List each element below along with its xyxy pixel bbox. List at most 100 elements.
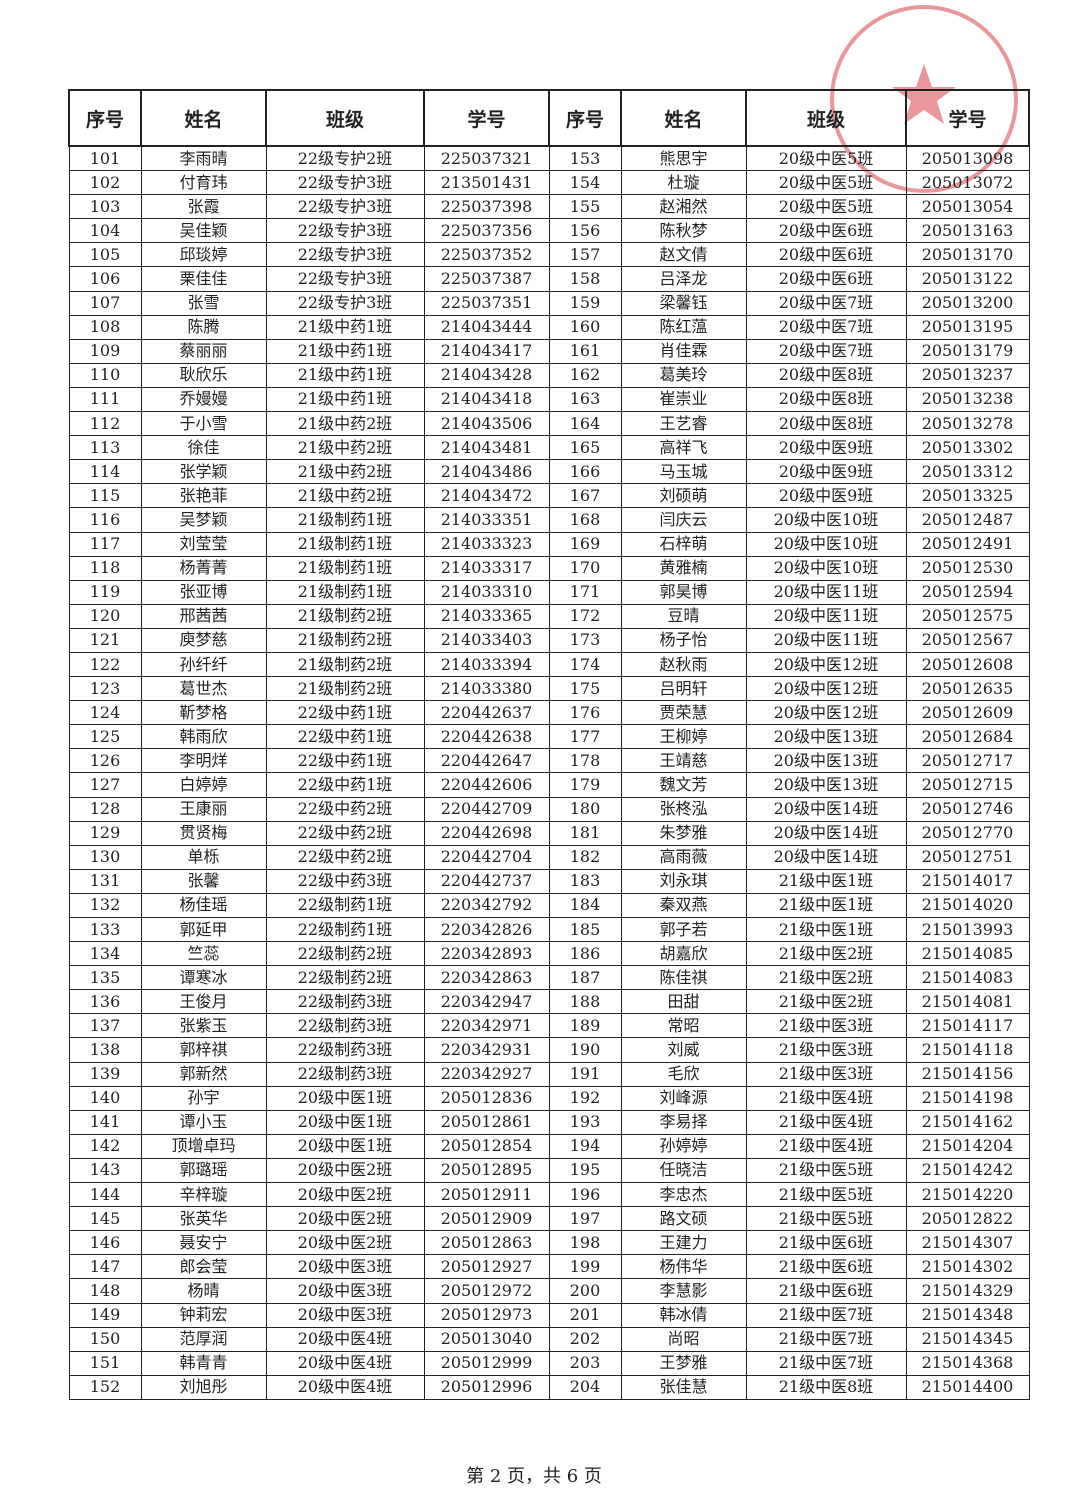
cell-index: 144 [68,1182,142,1208]
cell-student-id: 215014083 [905,965,1030,991]
table-row: 150 范厚润 20级中医4班 205013040 202 尚昭 21级中医7班 215014… [68,1326,1030,1352]
cell-index: 168 [548,507,622,533]
header-name: 姓名 [140,89,267,147]
table-row: 106 栗佳佳 22级专护3班 225037387 158 吕泽龙 20级中医6班 20501… [68,266,1030,292]
table-row: 123 葛世杰 21级制药2班 214033380 175 吕明轩 20级中医12班 2050… [68,676,1030,702]
cell-student-id: 215014242 [905,1157,1030,1184]
cell-name: 张佳慧 [620,1374,747,1400]
cell-name: 高祥飞 [620,435,747,461]
cell-class: 20级中医3班 [265,1302,425,1328]
cell-class: 22级制药3班 [265,989,425,1015]
cell-student-id: 220442737 [423,868,550,894]
cell-index: 139 [68,1061,142,1087]
cell-student-id: 205013238 [905,386,1030,413]
cell-name: 乔嫚嫚 [140,386,267,413]
cell-class: 22级中药2班 [265,796,425,822]
cell-class: 22级中药2班 [265,844,425,870]
cell-class: 20级中医5班 [745,194,907,220]
cell-class: 21级中医7班 [745,1302,907,1328]
cell-name: 杨子怡 [620,627,747,653]
cell-index: 169 [548,531,622,557]
table-row: 151 韩青青 20级中医4班 205012999 203 王梦雅 21级中医7班 21501… [68,1350,1030,1376]
cell-name: 熊思宇 [620,145,747,172]
cell-class: 20级中医6班 [745,242,907,268]
cell-name: 梁馨钰 [620,290,747,316]
cell-name: 田甜 [620,989,747,1015]
cell-name: 单栎 [140,844,267,870]
cell-name: 张亚博 [140,579,267,605]
cell-class: 20级中医5班 [745,145,907,172]
cell-index: 149 [68,1302,142,1328]
cell-index: 134 [68,941,142,967]
cell-index: 201 [548,1302,622,1328]
cell-name: 李忠杰 [620,1182,747,1208]
cell-name: 刘莹莹 [140,531,267,557]
cell-index: 140 [68,1085,142,1111]
table-row: 113 徐佳 21级中药2班 214043481 165 高祥飞 20级中医9班 205013… [68,435,1030,461]
cell-name: 陈佳祺 [620,965,747,991]
cell-index: 154 [548,170,622,196]
cell-index: 105 [68,242,142,268]
cell-index: 148 [68,1278,142,1304]
table-row: 143 郭璐瑶 20级中医2班 205012895 195 任晓洁 21级中医5班 21501… [68,1157,1030,1184]
cell-student-id: 213501431 [423,170,550,196]
table-row: 129 贯贤梅 22级中药2班 220442698 181 朱梦雅 20级中医14班 2050… [68,820,1030,846]
cell-name: 顶增卓玛 [140,1133,267,1159]
cell-student-id: 225037387 [423,266,550,292]
cell-index: 117 [68,531,142,557]
table-row: 146 聂安宁 20级中医2班 205012863 198 王建力 21级中医6班 21501… [68,1230,1030,1256]
cell-student-id: 205013098 [905,145,1030,172]
table-row: 121 庾梦慈 21级制药2班 214033403 173 杨子怡 20级中医11班 2050… [68,627,1030,653]
cell-name: 王建力 [620,1230,747,1256]
cell-index: 173 [548,627,622,653]
cell-student-id: 220342792 [423,892,550,919]
cell-class: 20级中医4班 [265,1374,425,1400]
cell-class: 20级中医4班 [265,1326,425,1352]
table-row: 127 白婷婷 22级中药1班 220442606 179 魏文芳 20级中医13班 2050… [68,772,1030,798]
cell-class: 20级中医2班 [265,1206,425,1232]
cell-class: 21级中医2班 [745,989,907,1015]
cell-index: 150 [68,1326,142,1352]
cell-student-id: 215014162 [905,1109,1030,1135]
table-row: 133 郭延甲 22级制药1班 220342826 185 郭子若 21级中医1班 21501… [68,916,1030,943]
table-row: 112 于小雪 21级中药2班 214043506 164 王艺睿 20级中医8班 20501… [68,411,1030,437]
cell-index: 157 [548,242,622,268]
cell-name: 张霞 [140,194,267,220]
table-row: 101 李雨晴 22级专护2班 225037321 153 熊思宇 20级中医5班 20501… [68,145,1030,172]
cell-name: 任晓洁 [620,1157,747,1184]
cell-class: 22级制药3班 [265,1037,425,1063]
cell-student-id: 215014220 [905,1182,1030,1208]
cell-index: 188 [548,989,622,1015]
cell-name: 毛欣 [620,1061,747,1087]
cell-student-id: 220442704 [423,844,550,870]
cell-name: 常昭 [620,1013,747,1039]
cell-name: 朱梦雅 [620,820,747,846]
cell-index: 132 [68,892,142,919]
cell-index: 103 [68,194,142,220]
cell-student-id: 205013040 [423,1326,550,1352]
cell-class: 20级中医10班 [745,555,907,581]
table-row: 126 李明烊 22级中药1班 220442647 178 王靖慈 20级中医13班 2050… [68,748,1030,774]
cell-index: 112 [68,411,142,437]
cell-index: 162 [548,362,622,388]
cell-index: 151 [68,1350,142,1376]
cell-index: 184 [548,892,622,919]
cell-student-id: 214033365 [423,603,550,629]
cell-index: 110 [68,362,142,388]
cell-name: 韩青青 [140,1350,267,1376]
cell-student-id: 205013170 [905,242,1030,268]
cell-student-id: 205012635 [905,676,1030,702]
cell-student-id: 215014020 [905,892,1030,919]
cell-student-id: 215014085 [905,941,1030,967]
cell-index: 123 [68,676,142,702]
cell-class: 21级中药2班 [265,483,425,509]
cell-name: 张雪 [140,290,267,316]
cell-index: 196 [548,1182,622,1208]
cell-class: 21级中医1班 [745,916,907,943]
cell-student-id: 220342947 [423,989,550,1015]
cell-student-id: 205012530 [905,555,1030,581]
cell-class: 21级中药2班 [265,459,425,485]
cell-student-id: 215014345 [905,1326,1030,1352]
cell-class: 21级中医5班 [745,1206,907,1232]
cell-class: 21级中医3班 [745,1061,907,1087]
